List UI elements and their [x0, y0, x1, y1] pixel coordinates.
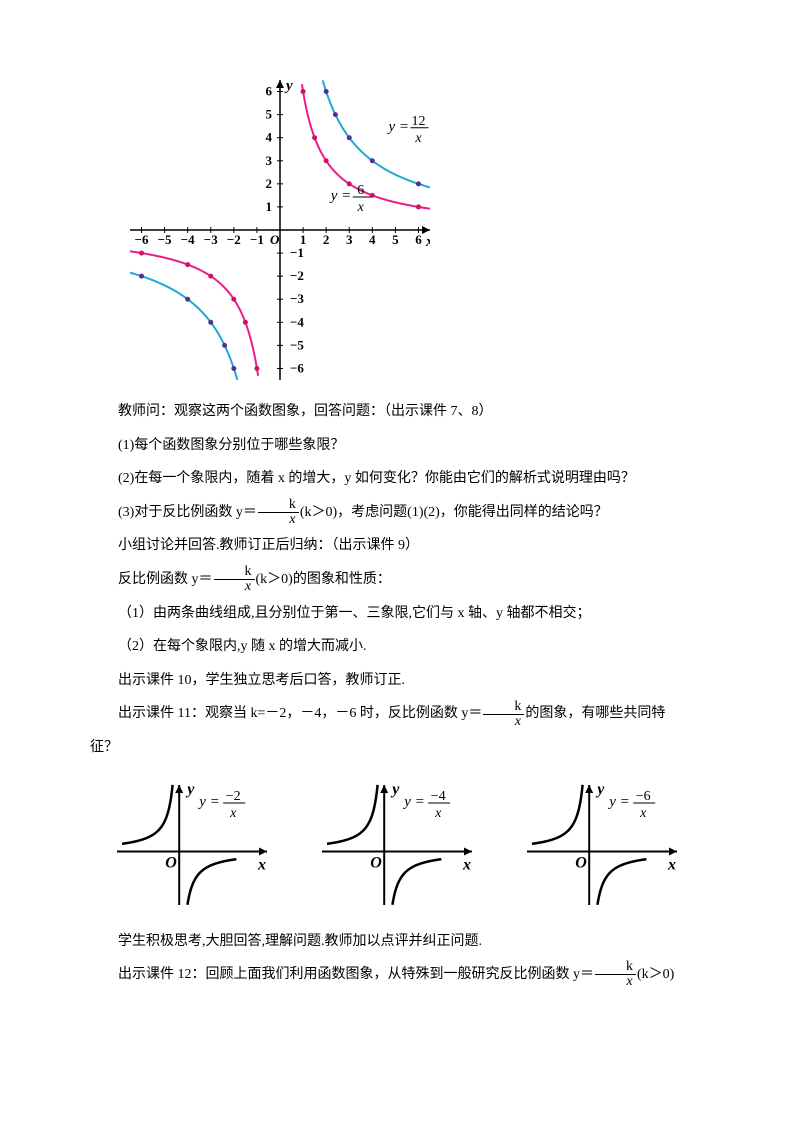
svg-text:−5: −5 [290, 337, 304, 352]
para-5: 小组讨论并回答.教师订正后归纳：（出示课件 9） [90, 529, 704, 563]
svg-text:x: x [257, 856, 266, 873]
para-4b: (k＞0)，考虑问题(1)(2)，你能得出同样的结论吗？ [300, 505, 608, 520]
svg-text:6: 6 [357, 183, 364, 198]
svg-text:−6: −6 [135, 232, 149, 247]
para-10: 出示课件 11：观察当 k=－2，－4，－6 时，反比例函数 y＝kx的图象，有… [90, 697, 704, 731]
para-7: （1）由两条曲线组成,且分别位于第一、三象限,它们与 x 轴、y 轴都不相交； [90, 597, 704, 631]
svg-text:x: x [229, 806, 237, 821]
para-6: 反比例函数 y＝kx(k＞0)的图象和性质： [90, 563, 704, 597]
para-6a: 反比例函数 y＝ [118, 572, 213, 587]
para-9: 出示课件 10，学生独立思考后口答，教师订正. [90, 664, 704, 698]
svg-text:−6: −6 [290, 360, 304, 375]
small-graph-1: Ox yy = −2 x [112, 780, 272, 915]
para-11: 学生积极思考,大胆回答,理解问题.教师加以点评并纠正问题. [90, 925, 704, 959]
svg-text:12: 12 [411, 114, 425, 129]
svg-text:−2: −2 [227, 232, 241, 247]
para-4a: (3)对于反比例函数 y＝ [118, 505, 257, 520]
svg-text:O: O [575, 854, 587, 871]
svg-text:x: x [462, 856, 471, 873]
svg-text:O: O [166, 854, 178, 871]
svg-text:y =: y = [402, 794, 425, 810]
svg-text:y =: y = [329, 188, 352, 204]
svg-text:x: x [434, 806, 442, 821]
small-graph-2: Ox yy = −4 x [317, 780, 477, 915]
frac-k-x-4: kx [595, 960, 636, 989]
para-12: 出示课件 12：回顾上面我们利用函数图象，从特殊到一般研究反比例函数 y＝kx(… [90, 958, 704, 992]
para-3: (2)在每一个象限内，随着 x 的增大，y 如何变化？你能由它们的解析式说明理由… [90, 462, 704, 496]
svg-text:2: 2 [323, 232, 330, 247]
svg-text:x: x [414, 131, 422, 146]
para-2: (1)每个函数图象分别位于哪些象限？ [90, 429, 704, 463]
para-4: (3)对于反比例函数 y＝kx(k＞0)，考虑问题(1)(2)，你能得出同样的结… [90, 496, 704, 530]
svg-text:−2: −2 [290, 268, 304, 283]
svg-text:y =: y = [607, 794, 630, 810]
small-graph-3: Ox yy = −6 x [522, 780, 682, 915]
frac-k-x-2: kx [214, 565, 255, 594]
para-12a: 出示课件 12：回顾上面我们利用函数图象，从特殊到一般研究反比例函数 y＝ [118, 967, 594, 982]
para-6b: (k＞0)的图象和性质： [256, 572, 391, 587]
svg-text:O: O [270, 232, 280, 247]
svg-text:y: y [284, 80, 293, 94]
svg-text:4: 4 [369, 232, 376, 247]
main-chart: −6−5−4−3−2−1123456−6−5−4−3−2−1123456Oxyy… [130, 80, 704, 385]
svg-text:x: x [425, 234, 430, 250]
svg-text:−3: −3 [204, 232, 218, 247]
svg-text:−4: −4 [431, 789, 446, 804]
small-graphs-row: Oxyy =−2x Oxyy =−4x Oxyy =−6x [90, 780, 704, 915]
para-12b: (k＞0) [637, 967, 674, 982]
svg-text:y =: y = [386, 119, 409, 135]
para-8: （2）在每个象限内,y 随 x 的增大而减小. [90, 630, 704, 664]
svg-text:5: 5 [266, 107, 273, 122]
svg-text:3: 3 [266, 153, 273, 168]
svg-text:3: 3 [346, 232, 353, 247]
svg-text:x: x [639, 806, 647, 821]
svg-text:x: x [357, 200, 365, 215]
svg-text:−6: −6 [635, 789, 650, 804]
svg-text:5: 5 [392, 232, 399, 247]
svg-text:x: x [667, 856, 676, 873]
svg-text:6: 6 [266, 84, 273, 99]
svg-text:−1: −1 [250, 232, 264, 247]
svg-text:6: 6 [415, 232, 422, 247]
svg-text:y: y [186, 781, 196, 798]
svg-text:y =: y = [198, 794, 221, 810]
para-10b: 的图象，有哪些共同特 [525, 706, 665, 721]
para-10a: 出示课件 11：观察当 k=－2，－4，－6 时，反比例函数 y＝ [118, 706, 482, 721]
svg-text:−1: −1 [290, 245, 304, 260]
svg-text:−5: −5 [158, 232, 172, 247]
svg-text:−4: −4 [181, 232, 195, 247]
svg-text:y: y [595, 781, 605, 798]
svg-text:1: 1 [266, 199, 273, 214]
svg-text:2: 2 [266, 176, 273, 191]
svg-text:−3: −3 [290, 291, 304, 306]
para-10c: 征？ [90, 731, 704, 765]
svg-text:4: 4 [266, 130, 273, 145]
svg-text:y: y [390, 781, 400, 798]
svg-text:O: O [370, 854, 382, 871]
svg-text:−4: −4 [290, 314, 304, 329]
frac-k-x-3: kx [483, 700, 524, 729]
para-1: 教师问：观察这两个函数图象，回答问题：（出示课件 7、8） [90, 395, 704, 429]
svg-text:−2: −2 [226, 789, 241, 804]
frac-k-x-1: kx [258, 498, 299, 527]
